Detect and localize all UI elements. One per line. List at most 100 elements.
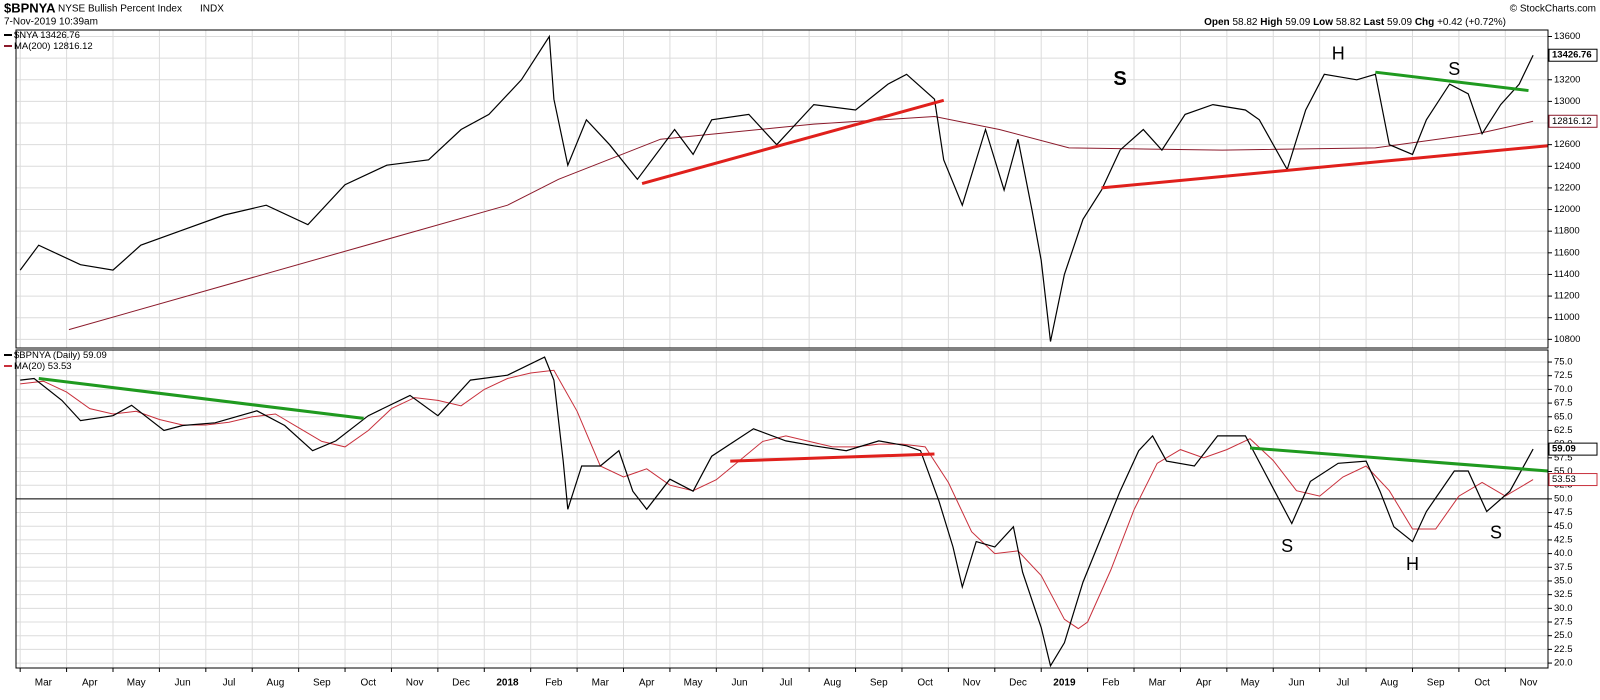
y-tick-label: 72.5 (1554, 370, 1573, 381)
y-tick-label: 70.0 (1554, 384, 1573, 395)
annotation: H (1406, 554, 1419, 574)
y-tick-label: 50.0 (1554, 493, 1573, 504)
last-value-tag (1548, 442, 1598, 456)
y-tick-label: 65.0 (1554, 411, 1573, 422)
legend-entry: MA(200) 12816.12 (14, 41, 93, 52)
trendline (38, 376, 364, 420)
y-tick-label: 11800 (1554, 226, 1580, 237)
quote-label: Open (1204, 17, 1230, 28)
quote-value: 59.09 (1285, 17, 1310, 28)
symbol: $BPNYA (4, 0, 56, 15)
y-tick-label: 11000 (1554, 312, 1580, 323)
y-tick-label: 30.0 (1554, 603, 1573, 614)
annotation: H (1332, 44, 1345, 64)
x-tick-label: 2019 (1053, 678, 1076, 689)
y-tick-label: 55.0 (1554, 466, 1573, 477)
y-tick-label: 45.0 (1554, 521, 1573, 532)
legend-entry: MA(20) 53.53 (14, 361, 72, 372)
quote-line: Open 58.82 High 59.09 Low 58.82 Last 59.… (1204, 17, 1506, 28)
x-tick-label: 2018 (496, 678, 519, 689)
y-tick-label: 12000 (1554, 204, 1580, 215)
y-tick-label: 37.5 (1554, 562, 1573, 573)
y-tick-label: 10800 (1554, 334, 1580, 345)
quote-value: 59.09 (1387, 17, 1412, 28)
y-tick-label: 40.0 (1554, 548, 1573, 559)
index-name: NYSE Bullish Percent Index (58, 4, 182, 15)
x-tick-label: Mar (1149, 678, 1167, 689)
legend-value: 53.53 (48, 361, 72, 372)
last-value-tag (1548, 48, 1598, 62)
x-tick-label: May (1241, 678, 1260, 689)
y-tick-label: 22.5 (1554, 644, 1573, 655)
y-tick-label: 11400 (1554, 269, 1580, 280)
quote-label: High (1260, 17, 1282, 28)
x-tick-label: Nov (1520, 678, 1538, 689)
y-tick-label: 32.5 (1554, 589, 1573, 600)
y-tick-label: 13600 (1554, 31, 1580, 42)
y-tick-label: 12200 (1554, 182, 1580, 193)
series-line (20, 369, 1534, 630)
quote-label: Low (1313, 17, 1333, 28)
x-tick-label: Dec (452, 678, 470, 689)
date: 7-Nov-2019 10:39am (4, 17, 98, 28)
x-tick-label: Apr (1196, 678, 1212, 689)
y-tick-label: 12400 (1554, 161, 1580, 172)
y-tick-label: 35.0 (1554, 575, 1573, 586)
y-tick-label: 25.0 (1554, 630, 1573, 641)
x-tick-label: Jul (780, 678, 793, 689)
x-tick-label: Oct (1474, 678, 1490, 689)
legend-name: MA(200) (14, 41, 50, 52)
y-tick-label: 12600 (1554, 139, 1580, 150)
x-tick-label: Jun (175, 678, 191, 689)
last-value-tag (1548, 473, 1598, 487)
x-tick-label: Oct (917, 678, 933, 689)
x-tick-label: Jul (223, 678, 236, 689)
x-tick-label: Nov (963, 678, 981, 689)
x-tick-label: Aug (267, 678, 285, 689)
x-tick-label: Dec (1009, 678, 1027, 689)
last-value: 59.09 (1552, 444, 1576, 455)
legend-name: $NYA (14, 30, 39, 41)
x-tick-label: Apr (82, 678, 98, 689)
x-tick-label: Feb (1102, 678, 1120, 689)
series-line (19, 34, 1534, 342)
legend-entry: $NYA 13426.76 (14, 30, 80, 41)
x-tick-label: Aug (1380, 678, 1398, 689)
y-tick-label: 11600 (1554, 247, 1580, 258)
last-value-tag (1548, 114, 1598, 128)
legend-value: 59.09 (83, 350, 107, 361)
y-tick-label: 11200 (1554, 291, 1580, 302)
y-tick-label: 67.5 (1554, 398, 1573, 409)
quote-value: 58.82 (1232, 17, 1257, 28)
x-tick-label: May (127, 678, 146, 689)
y-tick-label: 57.5 (1554, 452, 1573, 463)
last-value: 12816.12 (1552, 116, 1592, 127)
trendline (1101, 144, 1549, 190)
trendline (730, 452, 935, 463)
legend-name: MA(20) (14, 361, 45, 372)
x-tick-label: Feb (545, 678, 563, 689)
legend-name: $BPNYA (Daily) (14, 350, 80, 361)
y-tick-label: 62.5 (1554, 425, 1573, 436)
y-tick-label: 13200 (1554, 74, 1580, 85)
legend-value: 13426.76 (40, 30, 80, 41)
x-tick-label: Sep (870, 678, 888, 689)
x-tick-label: Aug (823, 678, 841, 689)
annotation: S (1113, 68, 1126, 90)
y-tick-label: 75.0 (1554, 357, 1573, 368)
x-tick-label: Jul (1336, 678, 1349, 689)
quote-label: Last (1364, 17, 1385, 28)
x-tick-label: Nov (406, 678, 424, 689)
annotation: S (1448, 59, 1460, 79)
y-tick-label: 20.0 (1554, 658, 1573, 669)
x-tick-label: Apr (639, 678, 655, 689)
x-tick-label: Sep (313, 678, 331, 689)
y-tick-label: 13000 (1554, 96, 1580, 107)
x-tick-label: Jun (1288, 678, 1304, 689)
trendline (1375, 70, 1529, 93)
annotation: S (1490, 523, 1502, 543)
x-tick-label: Jun (731, 678, 747, 689)
quote-value: +0.42 (+0.72%) (1437, 17, 1506, 28)
series-line (20, 356, 1534, 668)
